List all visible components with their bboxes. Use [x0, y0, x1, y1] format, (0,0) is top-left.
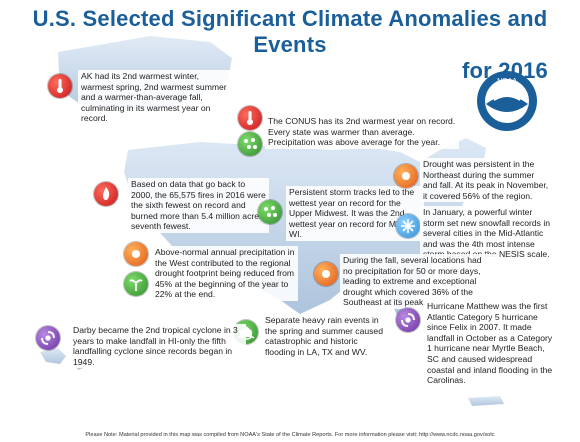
drought-improvement-icon	[124, 272, 148, 296]
midwest-raindrops-icon	[258, 200, 282, 224]
darby-annotation: Darby became the 2nd tropical cyclone in…	[70, 324, 246, 369]
footer-note: Please Note: Material provided in this m…	[85, 432, 495, 438]
northeast-sun-drought-icon	[394, 164, 418, 188]
west-sun-drought-icon	[124, 242, 148, 266]
southeast-drought-annotation: During the fall, several locations had n…	[340, 254, 496, 309]
hawaii-shape	[40, 348, 66, 364]
flooding-annotation: Separate heavy rain events in the spring…	[262, 314, 393, 359]
noaa-logo: NOAA	[477, 71, 537, 131]
southeast-sun-drought-icon	[314, 262, 338, 286]
page-title: U.S. Selected Significant Climate Anomal…	[0, 6, 580, 84]
title-line1: U.S. Selected Significant Climate Anomal…	[32, 6, 548, 57]
snowstorm-annotation: In January, a powerful winter storm set …	[420, 206, 556, 261]
northeast-drought-annotation: Drought was persistent in the Northeast …	[420, 158, 554, 203]
darby-hurricane-icon	[36, 326, 60, 350]
snowflake-icon	[396, 214, 420, 238]
fires-annotation: Based on data that go back to 2000, the …	[128, 178, 269, 233]
conus-thermometer-icon	[238, 106, 262, 130]
noaa-logo-text: NOAA	[497, 78, 517, 85]
alaska-annotation: AK had its 2nd warmest winter, warmest s…	[78, 70, 234, 125]
puerto-rico-shape	[468, 396, 504, 406]
fire-icon	[94, 182, 118, 206]
matthew-annotation: Hurricane Matthew was the first Atlantic…	[424, 300, 560, 387]
conus-annotation: The CONUS has its 2nd warmest year on re…	[265, 115, 459, 149]
matthew-hurricane-icon	[396, 308, 420, 332]
alaska-thermometer-icon	[48, 74, 72, 98]
conus-raindrops-icon	[238, 132, 262, 156]
west-precip-annotation: Above-normal annual precipitation in the…	[152, 246, 298, 301]
